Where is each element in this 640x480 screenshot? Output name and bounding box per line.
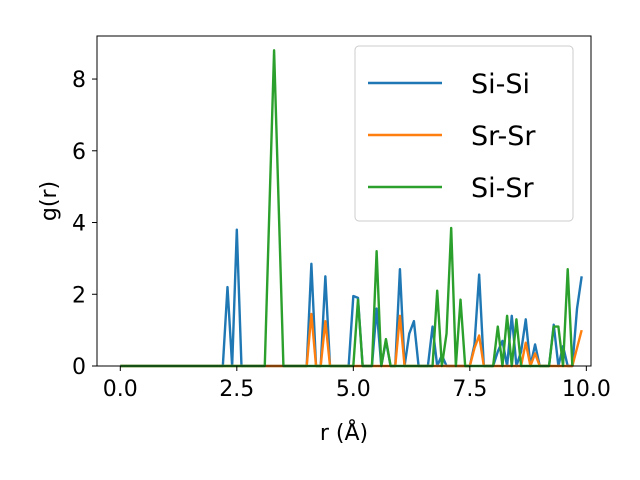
y-tick-label: 0 [72, 355, 86, 380]
x-axis-label: r (Å) [320, 419, 368, 446]
x-tick-label: 7.5 [452, 377, 487, 402]
legend-label-si-sr: Si-Sr [471, 173, 535, 204]
y-tick-label: 2 [72, 283, 86, 308]
y-tick-label: 8 [72, 68, 86, 93]
y-tick-label: 4 [72, 212, 86, 237]
x-tick-label: 0.0 [103, 377, 138, 402]
x-tick-label: 5.0 [336, 377, 371, 402]
y-axis-label: g(r) [37, 181, 62, 221]
axes-frame [96, 35, 592, 367]
x-ticks: 0.0 2.5 5.0 7.5 10.0 [103, 366, 611, 402]
legend-label-si-si: Si-Si [471, 69, 530, 100]
legend-box [354, 45, 574, 222]
y-ticks: 0 2 4 6 8 [72, 68, 97, 380]
legend: Si-Si Sr-Sr Si-Sr [354, 45, 574, 222]
y-tick-label: 6 [72, 140, 86, 165]
series-line-si-si [120, 228, 583, 368]
x-tick-label: 2.5 [219, 377, 254, 402]
legend-label-sr-sr: Sr-Sr [471, 121, 536, 152]
x-tick-label: 10.0 [562, 377, 611, 402]
